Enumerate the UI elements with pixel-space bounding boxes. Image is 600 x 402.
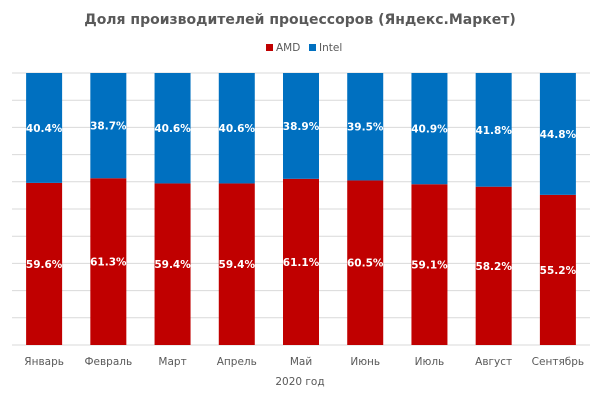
bar-intel — [347, 73, 384, 181]
x-tick-label: Май — [290, 356, 312, 368]
legend: AMD Intel — [266, 42, 342, 54]
bar-intel — [218, 73, 255, 184]
data-label-amd: 60.5% — [347, 258, 384, 270]
bar-amd — [26, 182, 63, 345]
bar-amd — [218, 183, 255, 345]
data-label-intel: 40.6% — [154, 123, 191, 135]
data-label-amd: 61.3% — [90, 257, 127, 269]
x-tick-label: Февраль — [84, 356, 132, 368]
data-label-intel: 40.4% — [26, 123, 63, 135]
data-label-intel: 40.9% — [411, 124, 448, 136]
bar-intel — [411, 73, 448, 185]
legend-label-amd: AMD — [276, 42, 300, 54]
data-label-amd: 59.6% — [26, 259, 63, 271]
data-label-intel: 41.8% — [475, 125, 512, 137]
x-tick-label: Март — [158, 356, 186, 368]
data-label-amd: 61.1% — [283, 257, 320, 269]
bar-intel — [283, 73, 319, 179]
bar-amd — [347, 180, 384, 345]
legend-label-intel: Intel — [319, 42, 342, 54]
data-label-intel: 40.6% — [219, 123, 256, 135]
bar-intel — [26, 73, 63, 183]
x-tick-label: Январь — [24, 356, 64, 368]
data-label-intel: 38.7% — [90, 121, 127, 133]
data-label-amd: 59.4% — [219, 259, 256, 271]
bar-amd — [90, 178, 127, 345]
bar-amd — [283, 178, 319, 345]
x-axis-title: 2020 год — [275, 376, 324, 388]
data-label-intel: 44.8% — [540, 129, 577, 141]
bar-intel — [539, 73, 576, 195]
x-tick-label: Июль — [415, 356, 445, 368]
data-label-intel: 38.9% — [283, 121, 320, 133]
bar-amd — [539, 194, 576, 345]
x-tick-label: Сентябрь — [532, 356, 584, 368]
bar-amd — [475, 186, 512, 345]
x-tick-label: Июнь — [350, 356, 380, 368]
bar-intel — [154, 73, 191, 184]
chart-title: Доля производителей процессоров (Яндекс.… — [84, 12, 516, 28]
data-label-amd: 59.4% — [154, 259, 191, 271]
data-label-amd: 55.2% — [540, 265, 577, 277]
bar-intel — [90, 73, 127, 179]
x-tick-label: Август — [475, 356, 512, 368]
data-label-intel: 39.5% — [347, 122, 384, 134]
legend-swatch-amd — [266, 44, 273, 51]
legend-swatch-intel — [309, 44, 316, 51]
x-tick-label: Апрель — [217, 356, 257, 368]
data-label-amd: 59.1% — [411, 260, 448, 272]
bar-amd — [411, 184, 448, 345]
bar-amd — [154, 183, 191, 345]
bar-intel — [475, 73, 512, 187]
data-label-amd: 58.2% — [475, 261, 512, 273]
